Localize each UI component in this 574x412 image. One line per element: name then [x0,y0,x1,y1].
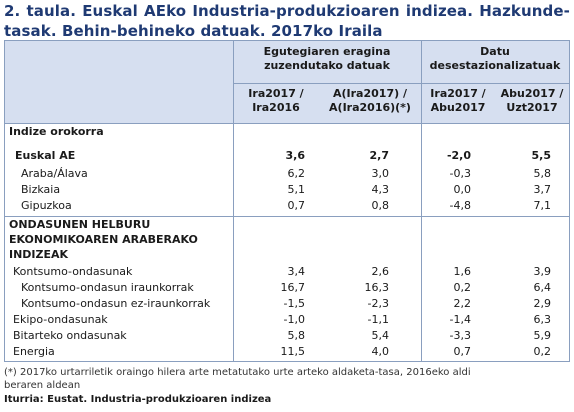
table-cell: -3,3 [449,329,471,342]
table-cell: 0,2 [533,345,552,358]
row-label: Kontsumo-ondasunak [13,265,133,278]
table-cell: 4,3 [371,183,390,196]
table-cell: 6,4 [533,281,552,294]
table-header-background [5,41,569,123]
table-cell: 6,2 [287,167,306,180]
table-cell: 5,8 [533,167,552,180]
table-cell: -1,5 [283,297,305,310]
column-header: Abu2017 / Uzt2017 [500,87,564,114]
table-cell: 3,9 [533,265,552,278]
table-cell: 2,7 [369,149,390,162]
column-header: A(Ira2017) / A(Ira2016)(*) [329,87,411,114]
row-label: Kontsumo-ondasun ez-iraunkorrak [21,297,211,310]
section-heading: Indize orokorra [9,125,104,138]
table-cell: 3,6 [285,149,306,162]
table-cell: 0,7 [453,345,472,358]
section-heading: INDIZEAK [9,248,69,261]
table-cell: 0,0 [453,183,472,196]
table-cell: 5,9 [533,329,552,342]
column-divider [421,41,422,361]
table-cell: 5,5 [531,149,552,162]
group-header-calendar-adjusted: Egutegiaren eragina zuzendutako datuak [263,45,391,72]
row-label: Euskal AE [15,149,76,162]
header-bottom-line [5,123,569,124]
section-divider [5,216,569,217]
row-label: Kontsumo-ondasun iraunkorrak [21,281,194,294]
footnote: beraren aldean [4,380,81,391]
table-cell: 3,0 [371,167,390,180]
table-cell: 6,3 [533,313,552,326]
table-cell: -1,0 [283,313,305,326]
section-heading: EKONOMIKOAREN ARABERAKO [9,233,198,246]
table-cell: 3,4 [287,265,306,278]
column-header: Ira2017 / Abu2017 [430,87,486,114]
table-cell: 5,1 [287,183,306,196]
table-cell: 5,8 [287,329,306,342]
table-cell: -1,4 [449,313,471,326]
data-table: Egutegiaren eragina zuzendutako datuak D… [4,40,570,362]
table-cell: 2,2 [453,297,472,310]
table-cell: 0,7 [287,199,306,212]
table-cell: 5,4 [371,329,390,342]
row-label: Bitarteko ondasunak [13,329,127,342]
column-header: Ira2017 / Ira2016 [248,87,304,114]
row-label: Araba/Álava [21,167,88,180]
table-cell: 0,2 [453,281,472,294]
table-cell: 2,6 [371,265,390,278]
table-cell: -2,0 [446,149,471,162]
table-cell: 7,1 [533,199,552,212]
header-divider [233,83,569,84]
page-title: 2. taula. Euskal AEko Industria-produkzi… [4,2,570,40]
group-header-seasonally-adjusted: Datu desestazionalizatuak [429,45,561,72]
footnote: (*) 2017ko urtarriletik oraingo hilera a… [4,367,471,378]
table-cell: 2,9 [533,297,552,310]
table-cell: 16,3 [364,281,390,294]
section-heading: ONDASUNEN HELBURU [9,218,151,231]
table-cell: 1,6 [453,265,472,278]
table-cell: 0,8 [371,199,390,212]
table-cell: 3,7 [533,183,552,196]
row-label: Energia [13,345,55,358]
row-label: Bizkaia [21,183,61,196]
table-cell: 4,0 [371,345,390,358]
row-label: Ekipo-ondasunak [13,313,108,326]
table-cell: -0,3 [449,167,471,180]
table-cell: -4,8 [449,199,471,212]
row-label: Gipuzkoa [21,199,72,212]
table-cell: -1,1 [367,313,389,326]
table-cell: 16,7 [280,281,306,294]
source-note: Iturria: Eustat. Industria-produkzioaren… [4,394,272,405]
column-divider [233,41,234,361]
table-cell: 11,5 [280,345,306,358]
table-cell: -2,3 [367,297,389,310]
